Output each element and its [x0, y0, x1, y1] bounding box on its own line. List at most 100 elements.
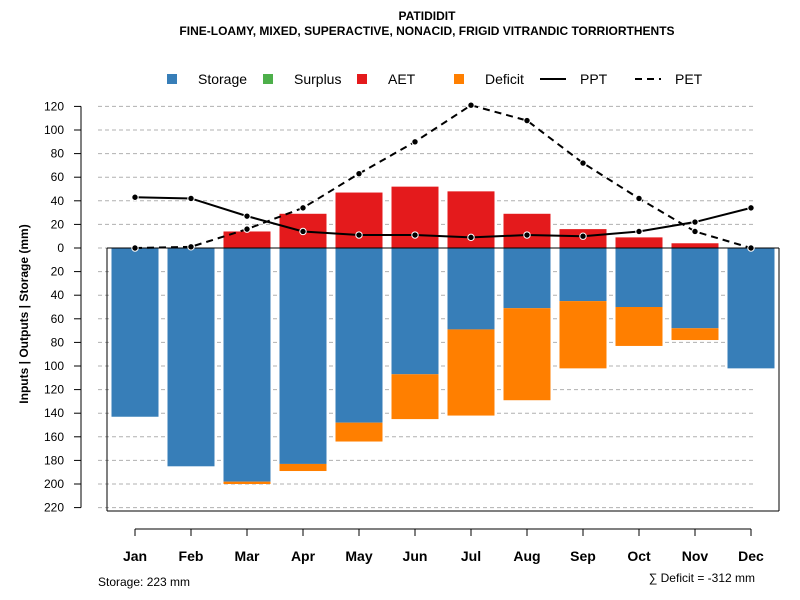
legend-deficit-swatch: [454, 74, 464, 84]
ppt-line: [134, 196, 752, 239]
legend-storage-swatch: [167, 74, 177, 84]
storage-bar: [111, 248, 159, 417]
ppt-point: [243, 212, 251, 220]
x-tick-label: Sep: [570, 548, 596, 564]
x-axis: Jan Feb Mar Apr May Jun Jul Aug Sep Oct Nov Dec: [123, 528, 764, 564]
x-tick-label: Oct: [627, 548, 651, 564]
deficit-bar: [615, 307, 663, 346]
y-tick-label: 120: [44, 99, 64, 113]
deficit-footnote: ∑ Deficit = -312 mm: [649, 571, 755, 585]
storage-bar: [391, 248, 439, 375]
ppt-point: [691, 218, 699, 226]
storage-bar: [727, 248, 775, 369]
ppt-point: [299, 227, 307, 236]
legend-surplus-label: Surplus: [294, 71, 341, 87]
x-tick-label: Aug: [513, 548, 540, 564]
y-tick-label: 80: [51, 147, 65, 161]
y-axis: 1201008060402002040608010012014016018020…: [44, 99, 82, 515]
pet-point: [635, 194, 643, 203]
y-tick-label: 80: [51, 335, 65, 349]
storage-bar: [223, 248, 271, 482]
legend: Storage Surplus AET Deficit PPT PET: [167, 71, 703, 87]
ppt-point: [523, 231, 531, 239]
storage-bar: [671, 248, 719, 329]
y-tick-label: 0: [57, 241, 64, 255]
x-tick-label: Dec: [738, 548, 764, 564]
legend-storage-label: Storage: [198, 71, 247, 87]
pet-point: [411, 138, 419, 146]
deficit-bar: [335, 422, 383, 442]
deficit-bar: [503, 308, 551, 401]
pet-point: [747, 244, 755, 252]
ppt-point: [579, 232, 587, 240]
ppt-point: [411, 231, 419, 239]
x-tick-label: May: [345, 548, 372, 564]
y-tick-label: 60: [51, 312, 65, 326]
ppt-point: [467, 233, 475, 242]
y-tick-label: 200: [44, 477, 64, 491]
bars: [111, 186, 775, 484]
y-tick-label: 220: [44, 501, 64, 515]
y-tick-label: 180: [44, 453, 64, 467]
pet-point: [467, 101, 475, 109]
legend-pet-label: PET: [675, 71, 703, 87]
aet-bar: [503, 213, 551, 248]
aet-bar: [335, 192, 383, 248]
chart-title: PATIDIDIT: [399, 9, 457, 23]
pet-point: [299, 204, 307, 212]
pet-point: [523, 116, 531, 125]
y-tick-label: 100: [44, 123, 64, 137]
y-tick-label: 60: [51, 170, 65, 184]
x-tick-label: Jan: [123, 548, 147, 564]
plot-frame: [106, 247, 780, 512]
pet-point: [579, 159, 587, 167]
storage-bar: [279, 248, 327, 464]
y-axis-label: Inputs | Outputs | Storage (mm): [17, 224, 31, 403]
ppt-point: [635, 227, 643, 236]
y-tick-label: 20: [51, 217, 65, 231]
deficit-bar: [447, 329, 495, 416]
storage-bar: [615, 248, 663, 307]
chart-subtitle: FINE-LOAMY, MIXED, SUPERACTIVE, NONACID,…: [179, 24, 674, 38]
storage-footnote: Storage: 223 mm: [98, 575, 190, 589]
storage-bar: [503, 248, 551, 309]
storage-bar: [167, 248, 215, 467]
deficit-bar: [279, 463, 327, 472]
legend-deficit-label: Deficit: [485, 71, 524, 87]
ppt-point: [131, 193, 139, 201]
pet-point: [691, 227, 699, 236]
y-tick-label: 120: [44, 383, 64, 397]
y-tick-label: 160: [44, 430, 64, 444]
pet-point: [187, 243, 195, 251]
ppt-point: [355, 231, 363, 239]
deficit-bar: [671, 328, 719, 341]
y-tick-label: 20: [51, 265, 65, 279]
deficit-bar: [559, 301, 607, 369]
lines: [131, 101, 755, 252]
y-tick-label: 100: [44, 359, 64, 373]
ppt-point: [747, 204, 755, 212]
y-tick-label: 40: [51, 288, 65, 302]
aet-bar: [223, 231, 271, 248]
x-tick-label: Feb: [179, 548, 204, 564]
x-tick-label: Apr: [291, 548, 316, 564]
y-tick-label: 140: [44, 406, 64, 420]
ppt-point: [187, 194, 195, 203]
x-tick-label: Nov: [682, 548, 709, 564]
aet-bar: [391, 186, 439, 248]
deficit-bar: [391, 374, 439, 420]
x-tick-label: Jul: [461, 548, 481, 564]
y-tick-label: 40: [51, 194, 65, 208]
legend-aet-label: AET: [388, 71, 416, 87]
legend-surplus-swatch: [263, 74, 273, 84]
legend-ppt-label: PPT: [580, 71, 608, 87]
aet-bar: [615, 237, 663, 248]
x-tick-label: Mar: [235, 548, 260, 564]
storage-bar: [447, 248, 495, 330]
pet-point: [243, 225, 251, 233]
pet-line: [134, 104, 752, 249]
aet-bar: [671, 243, 719, 248]
storage-bar: [559, 248, 607, 302]
pet-point: [131, 244, 139, 252]
